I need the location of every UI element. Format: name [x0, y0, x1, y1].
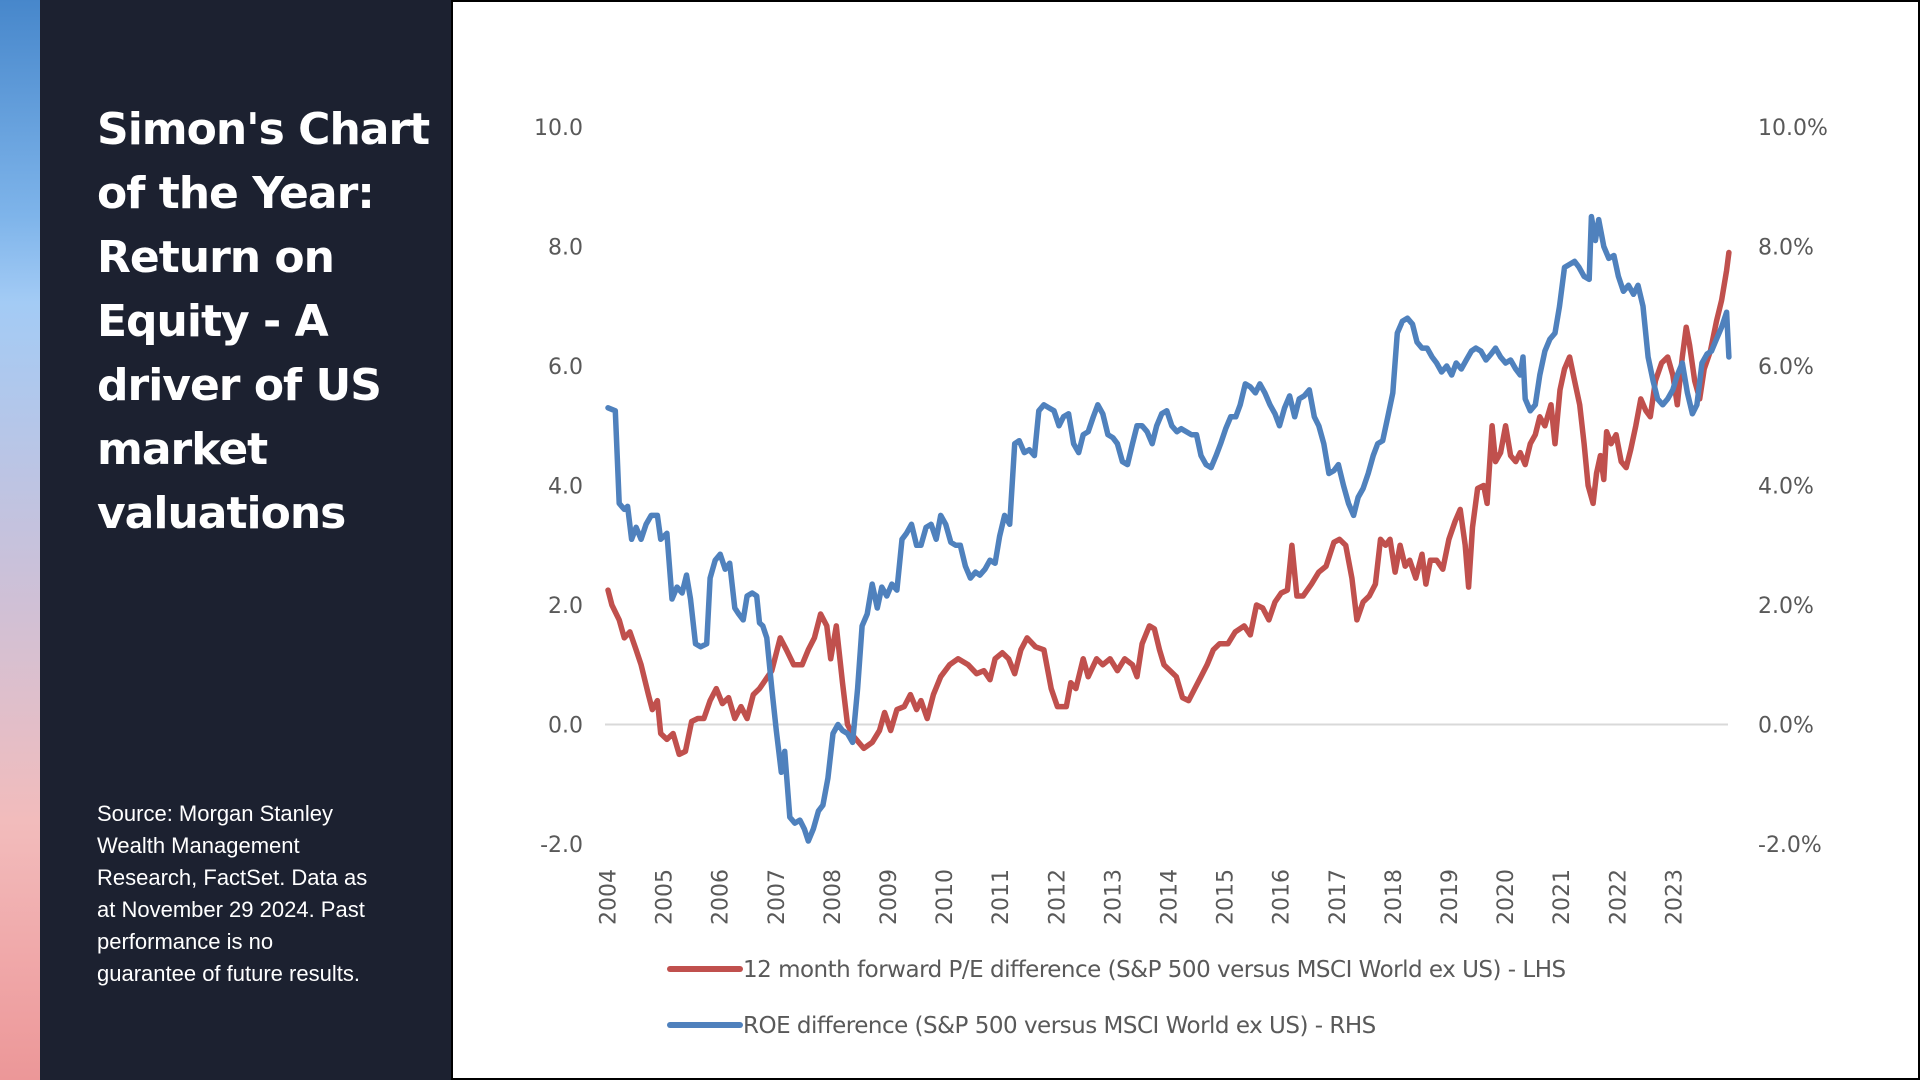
source-line: Research, FactSet. Data as — [97, 865, 368, 890]
title-line: valuations — [97, 488, 346, 539]
y-left-tick-label: 4.0 — [548, 475, 583, 500]
x-tick-label: 2023 — [1662, 869, 1687, 925]
x-tick-label: 2015 — [1214, 869, 1239, 925]
x-tick-label: 2021 — [1550, 869, 1575, 925]
accent-gradient-strip — [0, 0, 40, 1080]
x-tick-label: 2011 — [989, 869, 1014, 925]
title-line: market — [97, 424, 268, 475]
y-axis-right: 10.0% 8.0% 6.0% 4.0% 2.0% 0.0% -2.0% — [1758, 116, 1828, 858]
x-tick-label: 2020 — [1494, 869, 1519, 925]
line-chart: 10.0 8.0 6.0 4.0 2.0 0.0 -2.0 10.0% 8.0% 6.0% 4.0… — [534, 116, 1828, 1039]
y-right-tick-label: 8.0% — [1758, 236, 1814, 261]
series-lines — [605, 213, 1732, 844]
title-line: driver of US — [97, 360, 382, 411]
side-panel: Simon's Chart of the Year: Return on Equ… — [40, 0, 453, 1080]
x-tick-label: 2016 — [1270, 869, 1295, 925]
title-line: Simon's Chart — [97, 104, 430, 155]
x-tick-label: 2006 — [709, 869, 734, 925]
source-line: at November 29 2024. Past — [97, 897, 365, 922]
x-tick-label: 2019 — [1438, 869, 1463, 925]
source-line: guarantee of future results. — [97, 961, 360, 986]
x-tick-label: 2007 — [765, 869, 790, 925]
slide-title: Simon's Chart of the Year: Return on Equ… — [97, 98, 437, 546]
y-right-tick-label: 4.0% — [1758, 475, 1814, 500]
y-left-tick-label: -2.0 — [540, 833, 583, 858]
y-right-tick-label: 2.0% — [1758, 594, 1814, 619]
source-line: performance is no — [97, 929, 274, 954]
x-tick-label: 2010 — [933, 869, 958, 925]
y-left-tick-label: 10.0 — [534, 116, 583, 141]
y-right-tick-label: 10.0% — [1758, 116, 1828, 141]
y-left-tick-label: 6.0 — [548, 355, 583, 380]
title-line: of the Year: — [97, 168, 375, 219]
x-tick-label: 2022 — [1606, 869, 1631, 925]
x-tick-label: 2004 — [597, 869, 622, 925]
title-line: Return on — [97, 232, 335, 283]
legend: 12 month forward P/E difference (S&P 500… — [667, 957, 1566, 1039]
y-right-tick-label: 0.0% — [1758, 714, 1814, 739]
y-left-tick-label: 2.0 — [548, 594, 583, 619]
chart-area: 10.0 8.0 6.0 4.0 2.0 0.0 -2.0 10.0% 8.0% 6.0% 4.0… — [453, 0, 1920, 1080]
legend-label-pe: 12 month forward P/E difference (S&P 500… — [743, 957, 1566, 983]
y-left-tick-label: 0.0 — [548, 714, 583, 739]
x-axis: 2004 2005 2006 2007 2008 2009 2010 2011 2012 2013… — [597, 869, 1688, 925]
y-axis-left: 10.0 8.0 6.0 4.0 2.0 0.0 -2.0 — [534, 116, 583, 858]
source-note: Source: Morgan Stanley Wealth Management… — [97, 798, 417, 990]
series-roe-difference-line — [605, 213, 1732, 844]
title-line: Equity - A — [97, 296, 329, 347]
x-tick-label: 2014 — [1158, 869, 1183, 925]
series-pe-difference-line — [605, 249, 1732, 758]
source-line: Source: Morgan Stanley — [97, 801, 334, 826]
x-tick-label: 2013 — [1101, 869, 1126, 925]
x-tick-label: 2008 — [821, 869, 846, 925]
y-right-tick-label: 6.0% — [1758, 355, 1814, 380]
x-tick-label: 2005 — [653, 869, 678, 925]
y-left-tick-label: 8.0 — [548, 236, 583, 261]
x-tick-label: 2018 — [1382, 869, 1407, 925]
x-tick-label: 2017 — [1326, 869, 1351, 925]
x-tick-label: 2009 — [877, 869, 902, 925]
y-right-tick-label: -2.0% — [1758, 833, 1822, 858]
x-tick-label: 2012 — [1045, 869, 1070, 925]
legend-label-roe: ROE difference (S&P 500 versus MSCI Worl… — [743, 1013, 1376, 1039]
source-line: Wealth Management — [97, 833, 300, 858]
